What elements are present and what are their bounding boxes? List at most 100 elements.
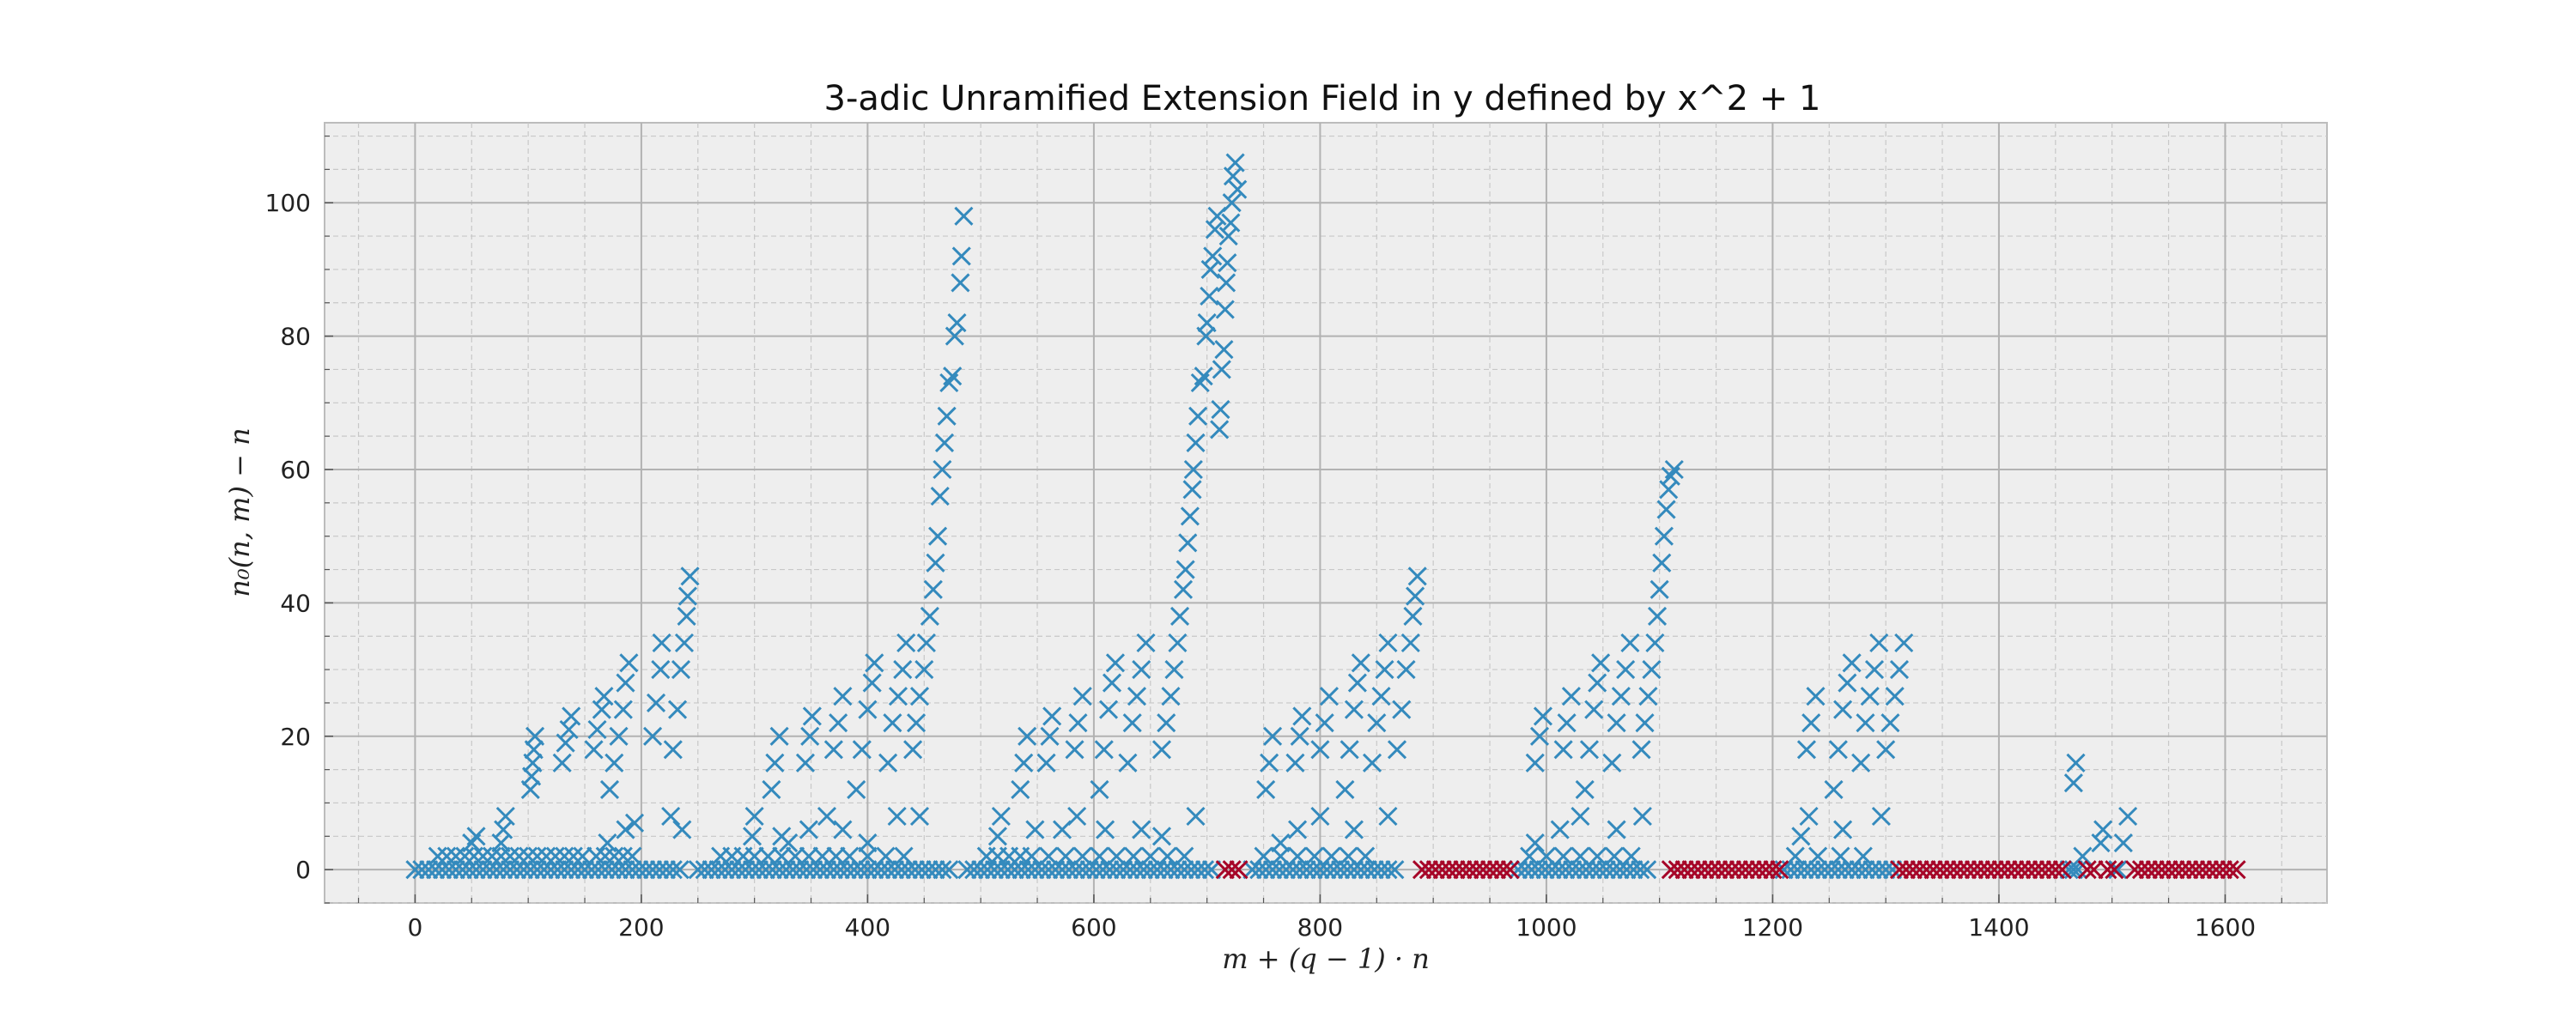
data-point	[555, 846, 574, 866]
data-point	[1287, 820, 1308, 839]
data-point	[1105, 653, 1126, 673]
x-tick-label: 200	[618, 913, 664, 942]
data-point	[951, 246, 971, 266]
data-point	[954, 206, 974, 226]
data-point	[1197, 313, 1217, 333]
data-point	[1621, 846, 1641, 866]
data-point	[1557, 713, 1577, 733]
data-point	[1157, 846, 1177, 866]
data-point	[1620, 633, 1640, 653]
data-point	[862, 673, 882, 693]
data-point	[1072, 846, 1092, 866]
data-point	[1553, 740, 1573, 760]
data-point	[1186, 806, 1206, 827]
data-point	[826, 846, 846, 866]
data-point	[598, 833, 617, 853]
data-point	[1631, 860, 1650, 880]
data-point	[1039, 846, 1059, 866]
data-point	[1944, 860, 1964, 880]
data-point	[1096, 820, 1115, 839]
data-point	[943, 367, 963, 386]
x-tick-label: 1600	[2195, 913, 2256, 942]
data-point	[1536, 846, 1556, 866]
data-point	[1880, 713, 1900, 733]
data-point	[1310, 806, 1330, 827]
data-point	[605, 846, 624, 866]
data-point	[1170, 606, 1190, 626]
data-point	[971, 860, 991, 880]
data-point	[847, 779, 866, 799]
data-point	[1210, 420, 1230, 439]
data-point	[2084, 860, 2104, 880]
data-point	[1642, 660, 1662, 680]
data-point	[758, 846, 778, 866]
data-point	[1853, 846, 1873, 866]
y-tick-label: 0	[295, 856, 311, 884]
data-point	[779, 833, 799, 853]
data-point	[1102, 673, 1122, 693]
data-point	[1025, 820, 1045, 839]
data-point	[762, 860, 782, 880]
data-point	[1930, 860, 1950, 880]
data-point	[1249, 860, 1269, 880]
data-point	[894, 846, 914, 866]
data-point	[629, 860, 649, 880]
data-point	[1664, 459, 1684, 480]
data-point	[1770, 860, 1789, 880]
data-point	[1032, 860, 1052, 880]
data-point	[1528, 860, 1548, 880]
data-point	[663, 860, 683, 880]
data-point	[1842, 653, 1862, 673]
data-point	[1588, 846, 1607, 866]
data-point	[833, 820, 853, 839]
data-point	[605, 753, 624, 772]
data-point	[865, 860, 884, 880]
data-point	[1473, 860, 1493, 880]
data-point	[1529, 726, 1550, 746]
data-point	[1118, 753, 1138, 772]
data-point	[1229, 860, 1249, 880]
data-point	[898, 860, 918, 880]
data-point	[1833, 820, 1853, 839]
data-point	[1375, 660, 1394, 680]
data-point	[1722, 860, 1742, 880]
data-point	[1652, 553, 1672, 573]
data-point	[1591, 653, 1611, 673]
data-point	[1182, 480, 1202, 500]
data-point	[1439, 860, 1459, 880]
data-point	[2026, 860, 2045, 880]
data-point	[1446, 860, 1466, 880]
data-point	[1978, 860, 1997, 880]
y-tick-labels: 0 20 40 60 80 100	[265, 189, 311, 884]
data-point	[1285, 753, 1305, 772]
data-point	[1806, 687, 1826, 706]
data-point	[1991, 860, 2011, 880]
data-point	[939, 860, 959, 880]
data-point	[923, 579, 943, 599]
data-point	[2206, 860, 2226, 880]
data-point	[2069, 860, 2088, 880]
data-point	[2052, 860, 2072, 880]
data-point	[765, 753, 785, 772]
data-point	[896, 633, 916, 653]
data-point	[1392, 700, 1412, 719]
data-point	[1200, 286, 1219, 306]
data-point	[1400, 633, 1420, 653]
data-point	[1889, 860, 1910, 880]
data-point	[1951, 860, 1971, 880]
data-point	[2199, 860, 2220, 880]
data-point	[616, 673, 635, 693]
data-point	[1122, 713, 1142, 733]
data-point	[623, 860, 642, 880]
data-point	[1036, 753, 1056, 772]
data-point	[1632, 806, 1652, 827]
data-point	[609, 726, 629, 746]
data-point	[1147, 860, 1167, 880]
data-point	[799, 846, 818, 866]
data-point	[1040, 726, 1060, 746]
data-point	[1072, 860, 1092, 880]
major-gridlines	[325, 123, 2327, 903]
data-point	[744, 846, 764, 866]
data-point	[920, 606, 939, 626]
data-point	[1039, 860, 1059, 880]
